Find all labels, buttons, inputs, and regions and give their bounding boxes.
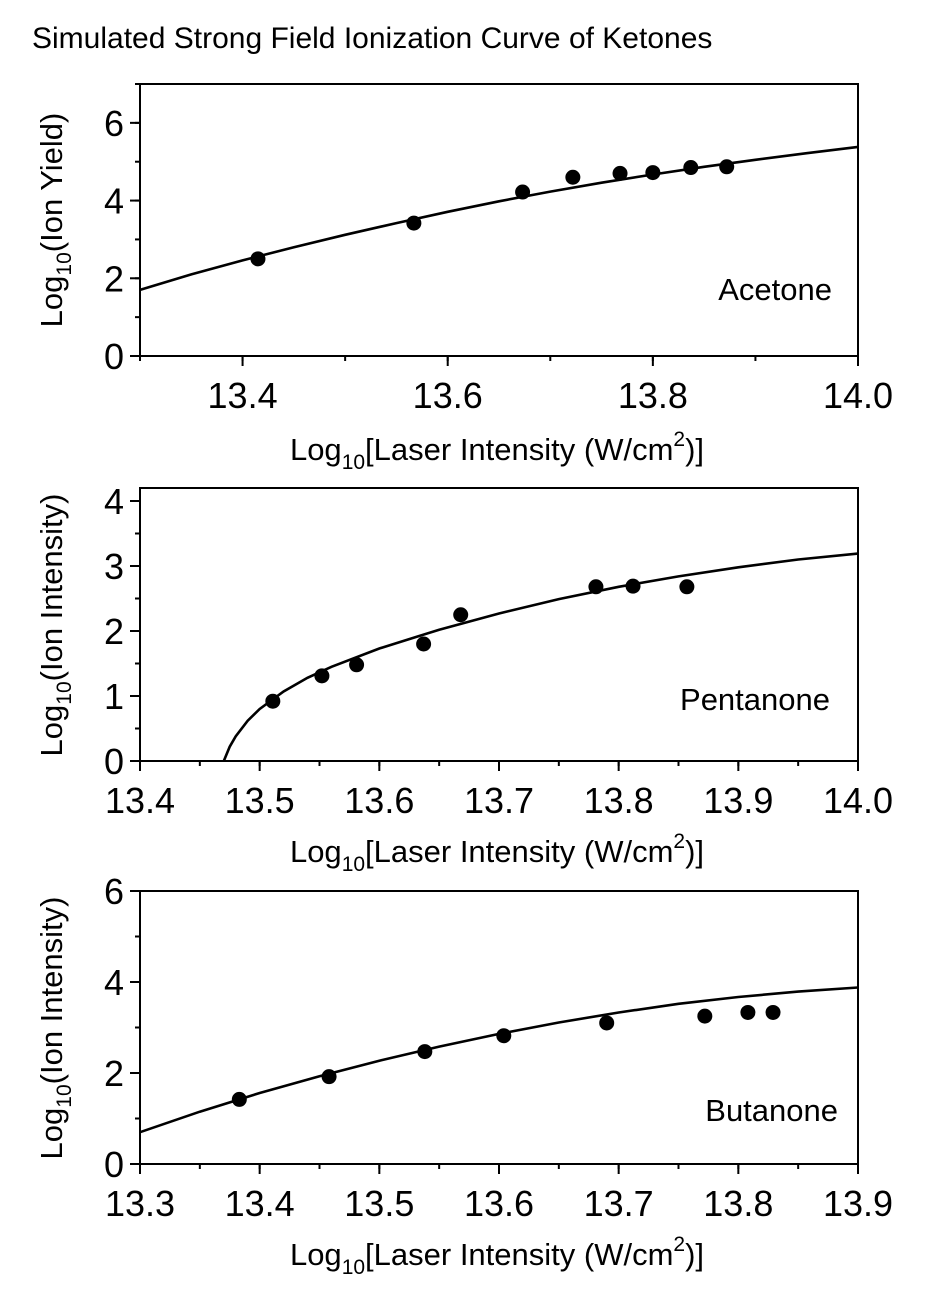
y-axis-label: Log10(Ion Intensity)	[34, 897, 76, 1160]
x-tick-label: 13.9	[703, 780, 773, 821]
y-tick-label: 6	[104, 103, 124, 144]
panel-label: Butanone	[705, 1093, 838, 1128]
fit-curve	[222, 552, 859, 762]
fit-curve	[139, 145, 859, 292]
data-point	[765, 1004, 781, 1020]
x-tick-label: 13.3	[105, 1183, 175, 1224]
data-point	[496, 1028, 512, 1044]
data-point	[406, 215, 422, 231]
y-tick-label: 2	[104, 1053, 124, 1094]
data-point	[612, 165, 628, 181]
x-tick-label: 13.7	[584, 1183, 654, 1224]
y-tick-label: 4	[104, 181, 124, 222]
x-tick-label: 14.0	[823, 375, 893, 416]
x-tick-label: 13.5	[344, 1183, 414, 1224]
y-tick-label: 0	[104, 336, 124, 377]
data-point	[645, 165, 661, 181]
x-tick-label: 13.6	[464, 1183, 534, 1224]
data-point	[565, 169, 581, 185]
y-tick-label: 6	[104, 871, 124, 912]
x-tick-label: 13.7	[464, 780, 534, 821]
y-axis-label: Log10(Ion Intensity)	[34, 494, 76, 757]
x-tick-label: 13.5	[225, 780, 295, 821]
panel-butanone: 13.3 13.4 13.5 13.6 13.7 13.8 13.9 0 2 4 6 Butanone…	[34, 871, 893, 1279]
data-point	[416, 636, 432, 652]
data-point	[740, 1004, 756, 1020]
data-point	[321, 1069, 337, 1085]
data-point	[265, 693, 281, 709]
x-tick-label: 14.0	[823, 780, 893, 821]
plot-frame	[139, 83, 859, 357]
x-tick-label: 13.4	[208, 375, 278, 416]
data-point	[515, 184, 531, 200]
panel-acetone: 13.4 13.6 13.8 14.0 0 2 4 6 Acetone Log10[Laser I…	[34, 83, 893, 474]
y-tick-label: 0	[104, 1144, 124, 1185]
data-point	[599, 1015, 615, 1031]
data-point	[683, 160, 699, 176]
y-tick-label: 3	[104, 546, 124, 587]
data-point	[588, 579, 604, 595]
x-axis-label: Log10[Laser Intensity (W/cm2)]	[290, 830, 704, 876]
data-point	[314, 668, 330, 684]
x-axis-label: Log10[Laser Intensity (W/cm2)]	[290, 1233, 704, 1279]
chart-title: Simulated Strong Field Ionization Curve …	[32, 22, 713, 55]
x-axis-label: Log10[Laser Intensity (W/cm2)]	[290, 428, 704, 474]
x-tick-label: 13.4	[105, 780, 175, 821]
x-tick-label: 13.6	[344, 780, 414, 821]
x-tick-label: 13.4	[225, 1183, 295, 1224]
data-point	[250, 251, 266, 267]
data-point	[625, 578, 641, 594]
data-point	[719, 159, 735, 175]
y-tick-label: 0	[104, 741, 124, 782]
panel-pentanone: 13.4 13.5 13.6 13.7 13.8 13.9 14.0 0 1 2 3 4 Pentano…	[34, 481, 893, 876]
panel-label: Pentanone	[680, 682, 830, 717]
x-tick-label: 13.8	[618, 375, 688, 416]
data-point	[231, 1091, 247, 1107]
x-tick-label: 13.9	[823, 1183, 893, 1224]
data-point	[697, 1008, 713, 1024]
x-tick-label: 13.6	[413, 375, 483, 416]
y-tick-label: 1	[104, 676, 124, 717]
y-axis-label: Log10(Ion Yield)	[34, 113, 76, 328]
x-tick-label: 13.8	[703, 1183, 773, 1224]
y-tick-label: 4	[104, 962, 124, 1003]
y-tick-label: 2	[104, 611, 124, 652]
y-tick-label: 2	[104, 258, 124, 299]
x-tick-label: 13.8	[584, 780, 654, 821]
data-point	[453, 607, 469, 623]
panel-label: Acetone	[718, 272, 832, 307]
data-point	[679, 579, 695, 595]
y-tick-label: 4	[104, 481, 124, 522]
data-point	[349, 657, 365, 673]
data-point	[417, 1044, 433, 1060]
